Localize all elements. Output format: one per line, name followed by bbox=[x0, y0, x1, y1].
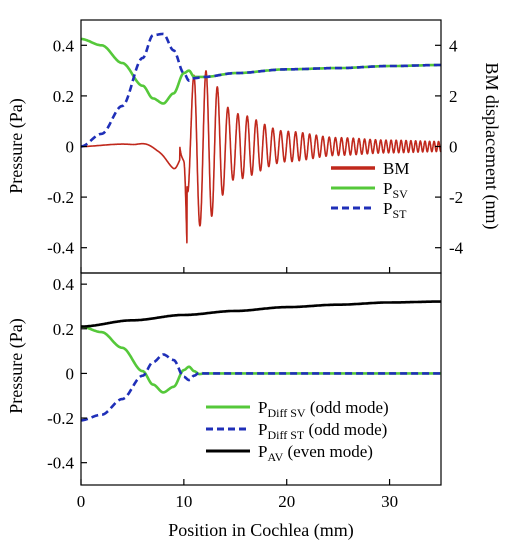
top-y-tick-label: -0.4 bbox=[47, 239, 74, 258]
top-y-tick-label: 0.2 bbox=[53, 87, 74, 106]
top-chart-panel: 0.4 0.2 0 -0.2 -0.4 4 2 0 -2 -4 Pressure (Pa) BM … bbox=[6, 19, 502, 274]
top-series-line-0 bbox=[80, 70, 442, 244]
bottom-chart-panel: 0.40.20-0.2-0.40 10 20 30 Pressure (Pa) Pos… bbox=[6, 272, 442, 541]
top-y-tick-label: -0.2 bbox=[47, 188, 74, 207]
top-y-tick-label: 0 bbox=[66, 138, 75, 157]
bottom-y-tick-label: -0.2 bbox=[47, 409, 74, 428]
bottom-plot-frame bbox=[80, 272, 442, 486]
bottom-series-line-2 bbox=[80, 300, 442, 328]
top-axis-ticks: 0.4 0.2 0 -0.2 -0.4 4 2 0 -2 -4 bbox=[47, 36, 464, 273]
top-y2-axis-label: BM displacement (nm) bbox=[481, 63, 502, 230]
top-y2-tick-label: 2 bbox=[449, 87, 458, 106]
top-legend-label: BM bbox=[383, 159, 409, 178]
x-tick-label: 10 bbox=[175, 492, 192, 511]
bottom-legend-label: PAV (even mode) bbox=[258, 442, 373, 464]
bottom-y-tick-label: -0.4 bbox=[47, 454, 74, 473]
top-y2-tick-label: 4 bbox=[449, 36, 458, 55]
x-tick-label: 20 bbox=[278, 492, 295, 511]
x-tick-label: 0 bbox=[77, 492, 86, 511]
top-legend-label: PST bbox=[383, 199, 407, 221]
top-y-axis-label: Pressure (Pa) bbox=[6, 98, 27, 193]
bottom-y-tick-label: 0.4 bbox=[53, 275, 75, 294]
bottom-legend: PDiff SV (odd mode)PDiff ST (odd mode)PA… bbox=[206, 398, 389, 464]
x-axis-label: Position in Cochlea (mm) bbox=[168, 520, 353, 541]
bottom-legend-label: PDiff SV (odd mode) bbox=[258, 398, 389, 420]
top-y2-tick-label: -2 bbox=[449, 188, 463, 207]
top-y2-tick-label: 0 bbox=[449, 138, 458, 157]
bottom-axis-ticks: 0.40.20-0.2-0.40 10 20 30 bbox=[47, 275, 398, 511]
top-legend-label: PSV bbox=[383, 179, 408, 201]
bottom-series-line-1 bbox=[80, 353, 442, 422]
x-tick-label: 30 bbox=[381, 492, 398, 511]
bottom-y-tick-label: 0.2 bbox=[53, 320, 74, 339]
bottom-legend-label: PDiff ST (odd mode) bbox=[258, 420, 387, 442]
bottom-plot-area bbox=[80, 300, 442, 422]
top-y-tick-label: 0.4 bbox=[53, 36, 75, 55]
top-series-line-2 bbox=[80, 32, 442, 148]
top-y2-tick-label: -4 bbox=[449, 239, 464, 258]
bottom-y-tick-label: 0 bbox=[66, 364, 75, 383]
bottom-y-axis-label: Pressure (Pa) bbox=[6, 318, 27, 413]
top-plot-area bbox=[80, 32, 442, 244]
